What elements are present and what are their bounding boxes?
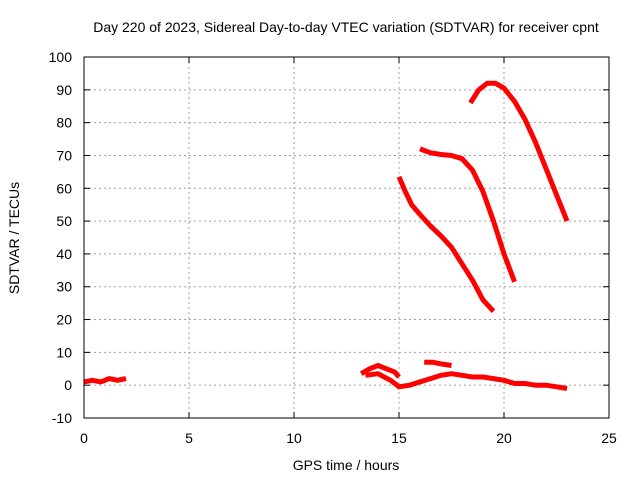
x-axis-label: GPS time / hours <box>293 457 400 473</box>
series-segment-5 <box>396 175 496 313</box>
series-segment-3 <box>365 371 568 391</box>
y-tick-label: 30 <box>56 279 72 295</box>
y-tick-label: -10 <box>52 410 72 426</box>
y-tick-label: 40 <box>56 246 72 262</box>
y-tick-label: 0 <box>64 377 72 393</box>
chart-title: Day 220 of 2023, Sidereal Day-to-day VTE… <box>93 19 599 35</box>
y-tick-label: 80 <box>56 115 72 131</box>
grid-lines <box>84 57 609 418</box>
data-series <box>83 80 570 391</box>
axis-ticks <box>83 56 610 419</box>
y-tick-label: 70 <box>56 147 72 163</box>
series-segment-7 <box>468 80 570 223</box>
x-tick-labels: 0 5 10 15 20 25 <box>80 430 617 446</box>
x-tick-label: 25 <box>601 430 617 446</box>
x-tick-label: 15 <box>391 430 407 446</box>
y-tick-label: 100 <box>49 49 73 65</box>
y-tick-label: 10 <box>56 344 72 360</box>
y-tick-label: 60 <box>56 180 72 196</box>
x-tick-label: 0 <box>80 430 88 446</box>
series-segment-6 <box>419 146 517 283</box>
x-tick-label: 10 <box>286 430 302 446</box>
series-segment-1 <box>83 376 127 385</box>
series-segment-4 <box>424 359 452 368</box>
x-tick-label: 5 <box>185 430 193 446</box>
series-segment-2 <box>359 363 401 379</box>
y-axis-label: SDTVAR / TECUs <box>6 182 22 294</box>
y-tick-labels: -10 0 10 20 30 40 50 60 70 80 90 100 <box>49 49 73 426</box>
y-tick-label: 90 <box>56 82 72 98</box>
y-tick-label: 20 <box>56 312 72 328</box>
x-tick-label: 20 <box>496 430 512 446</box>
plot-frame <box>83 56 610 419</box>
y-tick-label: 50 <box>56 213 72 229</box>
